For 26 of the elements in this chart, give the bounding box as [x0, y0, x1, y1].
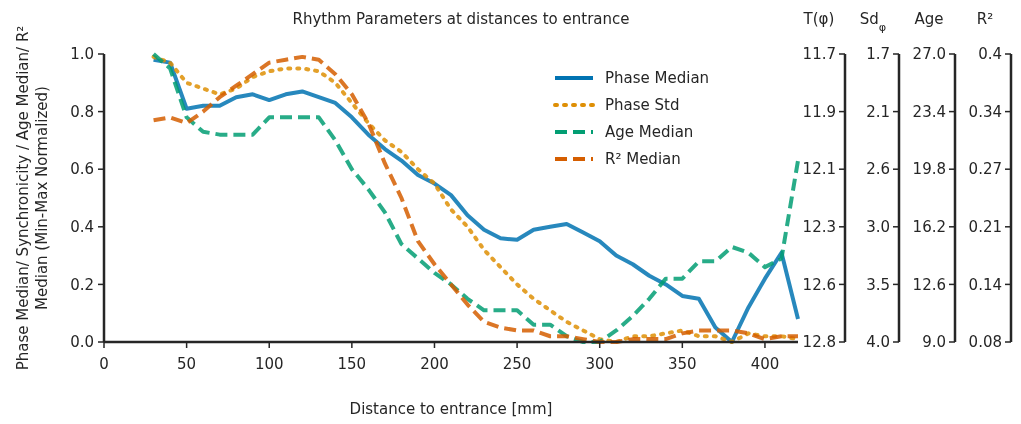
x-tick-label: 200 — [420, 355, 449, 374]
x-tick-label: 150 — [337, 355, 367, 374]
x-tick-label: 300 — [585, 355, 615, 374]
secondary-scale: 1.7 2.1 2.6 3.0 3.5 4.0 Sd$_{φ}$ — [859, 10, 901, 352]
y-tick-label: 0.6 — [70, 160, 94, 179]
secondary-scale: 0.4 0.34 0.27 0.21 0.14 0.08 R² — [968, 10, 1013, 352]
x-axis-title: Distance to entrance [mm] — [349, 400, 553, 418]
x-tick-label: 0 — [99, 355, 109, 374]
x-tick-label: 100 — [254, 355, 284, 374]
y-tick-label: 0.8 — [70, 102, 94, 121]
x-tick-label: 250 — [502, 355, 532, 374]
y-tick-label: 0.4 — [70, 218, 94, 237]
y-tick-label: 0.0 — [70, 333, 94, 352]
legend-label: Age Median — [605, 123, 694, 142]
x-tick-label: 400 — [750, 355, 780, 374]
y-tick-label: 1.0 — [70, 45, 94, 64]
x-tick-label: 350 — [668, 355, 697, 374]
legend-label: R² Median — [605, 150, 681, 169]
secondary-scale: 11.7 11.9 12.1 12.3 12.6 12.8 T(φ) — [802, 10, 847, 352]
x-tick-label: 50 — [177, 355, 197, 374]
y-tick-label: 0.2 — [70, 275, 94, 294]
legend-label: Phase Std — [605, 96, 680, 115]
chart-title: Rhythm Parameters at distances to entrance — [292, 10, 630, 28]
y-axis-title: Phase Median/ Synchronicity / Age Median/ R² Median (Min-Max Normalized) — [14, 25, 51, 371]
secondary-scale: 27.0 23.4 19.8 16.2 12.6 9.0 Age — [912, 10, 957, 352]
legend-label: Phase Median — [605, 69, 710, 88]
